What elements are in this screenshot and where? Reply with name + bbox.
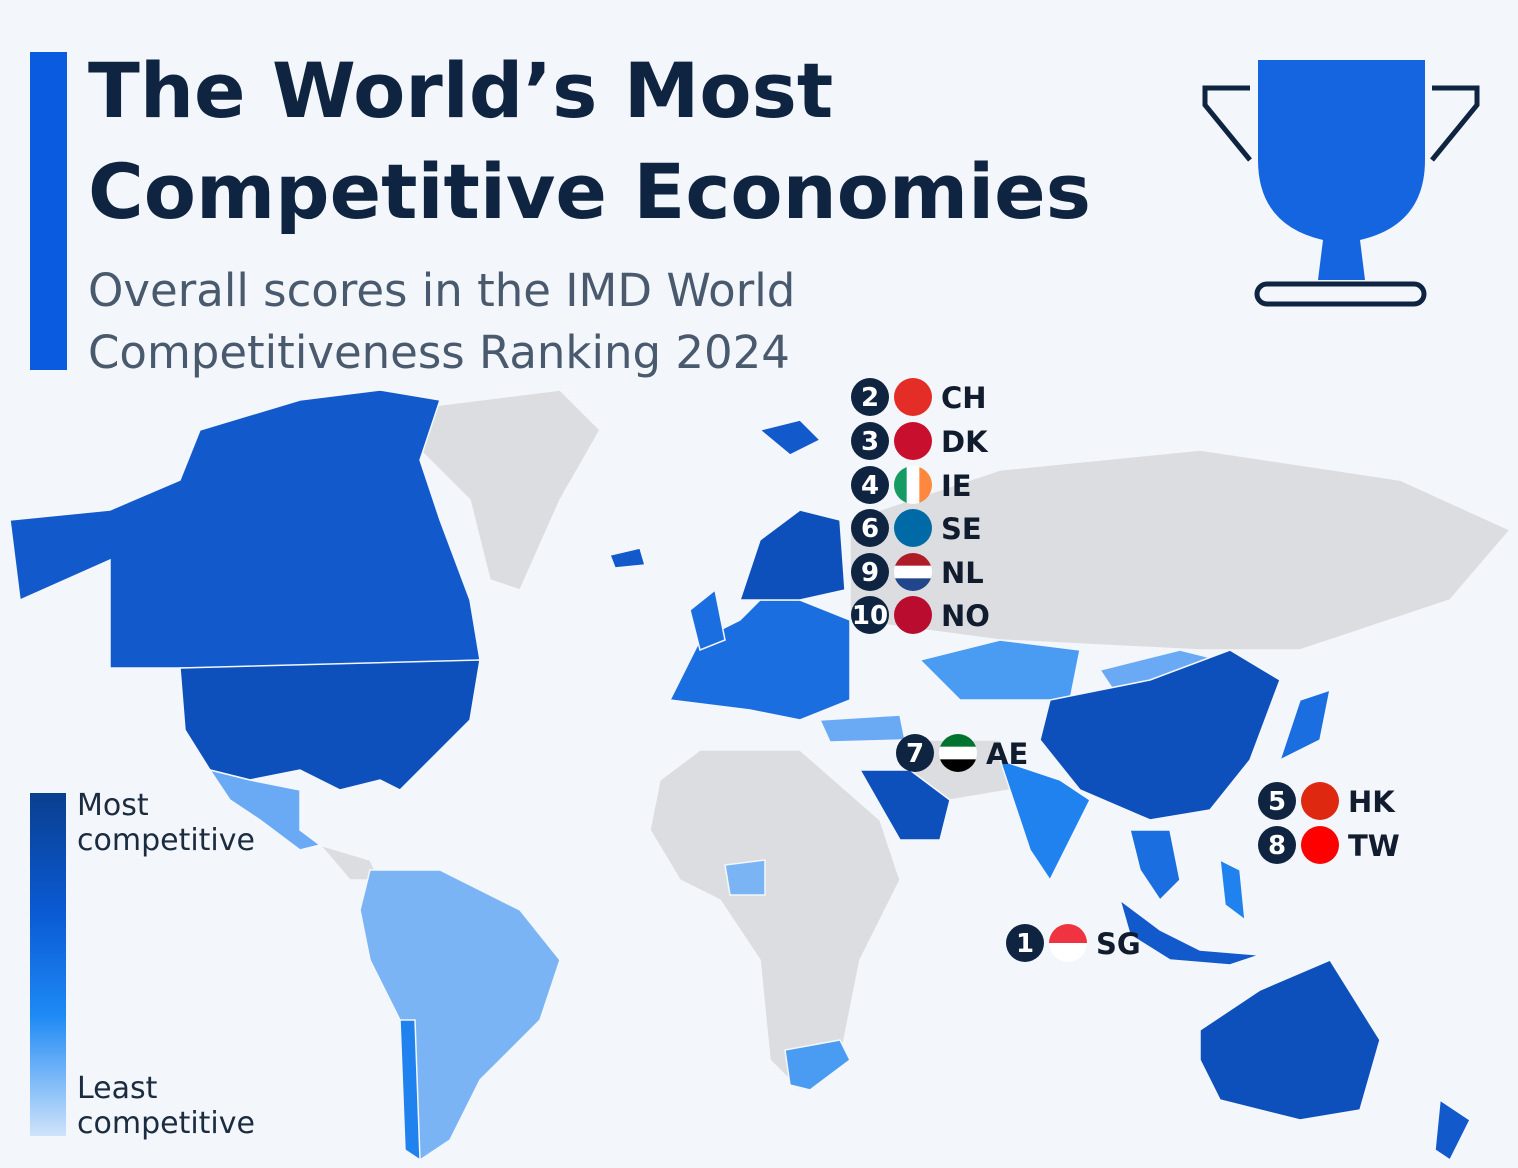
flag-stripe (894, 422, 932, 460)
title-line: Competitive Economies (88, 147, 1091, 236)
new-zealand (1434, 1098, 1471, 1162)
flag (894, 422, 932, 460)
philippines (1219, 858, 1246, 922)
svalbard (758, 419, 822, 456)
flag-stripe (1049, 943, 1087, 962)
flag (939, 734, 977, 772)
rank-badge (896, 734, 934, 772)
australia (1199, 959, 1381, 1121)
flag (894, 378, 932, 416)
rank-number: 10 (852, 601, 888, 631)
rank-number: 1 (1016, 929, 1034, 959)
scandinavia (738, 509, 846, 601)
rank-badge (851, 422, 889, 460)
flag (894, 553, 932, 591)
kazakhstan (918, 639, 1081, 701)
japan-korea (1278, 688, 1331, 762)
rank-number: 8 (1268, 831, 1286, 861)
country-code: NL (941, 556, 984, 590)
nigeria (724, 859, 766, 896)
rank-markers: 2 CH 3 DK 4 IE 6 SE 9 NL 10 NO 7 AE 5 HK 8 TW 1 SG (851, 378, 1400, 962)
flag-stripe (939, 759, 977, 772)
legend-label: competitive (77, 1106, 255, 1141)
uk-ireland (689, 588, 726, 652)
south-america (359, 869, 561, 1162)
canada (9, 389, 481, 669)
flag-stripe (919, 466, 932, 504)
flag (894, 509, 932, 547)
subtitle-line: Overall scores in the IMD World (88, 264, 795, 317)
rank-badge (851, 553, 889, 591)
greenland (398, 389, 601, 591)
rank-badge (1006, 924, 1044, 962)
flag (1049, 924, 1087, 962)
rank-badge (851, 378, 889, 416)
iceland (608, 547, 646, 569)
country-code: HK (1348, 785, 1396, 819)
rank-badge (851, 466, 889, 504)
legend-label: competitive (77, 823, 255, 858)
chile (399, 1019, 421, 1162)
flag-stripe (894, 578, 932, 591)
saudi-arabia (858, 769, 951, 841)
flag-stripe (894, 378, 932, 416)
subtitle-line: Competitiveness Ranking 2024 (88, 326, 790, 379)
flag (1301, 826, 1339, 864)
rank-number: 3 (861, 427, 879, 457)
rank-number: 4 (861, 471, 879, 501)
world-map (9, 389, 1512, 1162)
country-code: SG (1096, 927, 1141, 961)
rank-number: 6 (861, 514, 879, 544)
trophy-icon (1202, 60, 1480, 307)
rank-badge (851, 509, 889, 547)
flag-stripe (894, 565, 932, 579)
rank-badge (1258, 826, 1296, 864)
title-line: The World’s Most (88, 46, 833, 135)
china (1039, 649, 1281, 821)
flag-stripe (894, 596, 932, 634)
flag-stripe (939, 734, 977, 748)
flag (894, 596, 932, 634)
usa (179, 659, 481, 791)
country-code: TW (1348, 829, 1400, 863)
rank-number: 7 (906, 739, 924, 769)
flag-stripe (894, 466, 908, 504)
rank-number: 9 (861, 558, 879, 588)
country-code: AE (986, 737, 1028, 771)
indonesia (1118, 898, 1261, 966)
flag-stripe (894, 509, 932, 547)
southeast-asia (1129, 829, 1181, 902)
country-code: CH (941, 381, 987, 415)
country-code: IE (941, 469, 972, 503)
flag-stripe (1049, 924, 1087, 944)
russia (849, 449, 1512, 651)
flag-stripe (939, 746, 977, 760)
rank-number: 2 (861, 383, 879, 413)
flag-stripe (894, 553, 932, 567)
legend-label: Most (77, 788, 149, 823)
legend-label: Least (77, 1071, 158, 1106)
rank-badge (851, 596, 889, 634)
flag-stripe (906, 466, 920, 504)
legend-gradient (30, 793, 66, 1136)
flag (1301, 782, 1339, 820)
turkey (818, 714, 906, 743)
rank-badge (1258, 782, 1296, 820)
flag (894, 466, 932, 504)
country-code: DK (941, 425, 989, 459)
south-africa (784, 1039, 851, 1091)
rank-number: 5 (1268, 787, 1286, 817)
india (998, 758, 1091, 882)
africa (649, 749, 901, 1091)
country-code: SE (941, 512, 982, 546)
flag-stripe (1301, 826, 1339, 864)
country-code: NO (941, 599, 990, 633)
flag-stripe (1301, 782, 1339, 820)
accent-bar (30, 52, 67, 370)
